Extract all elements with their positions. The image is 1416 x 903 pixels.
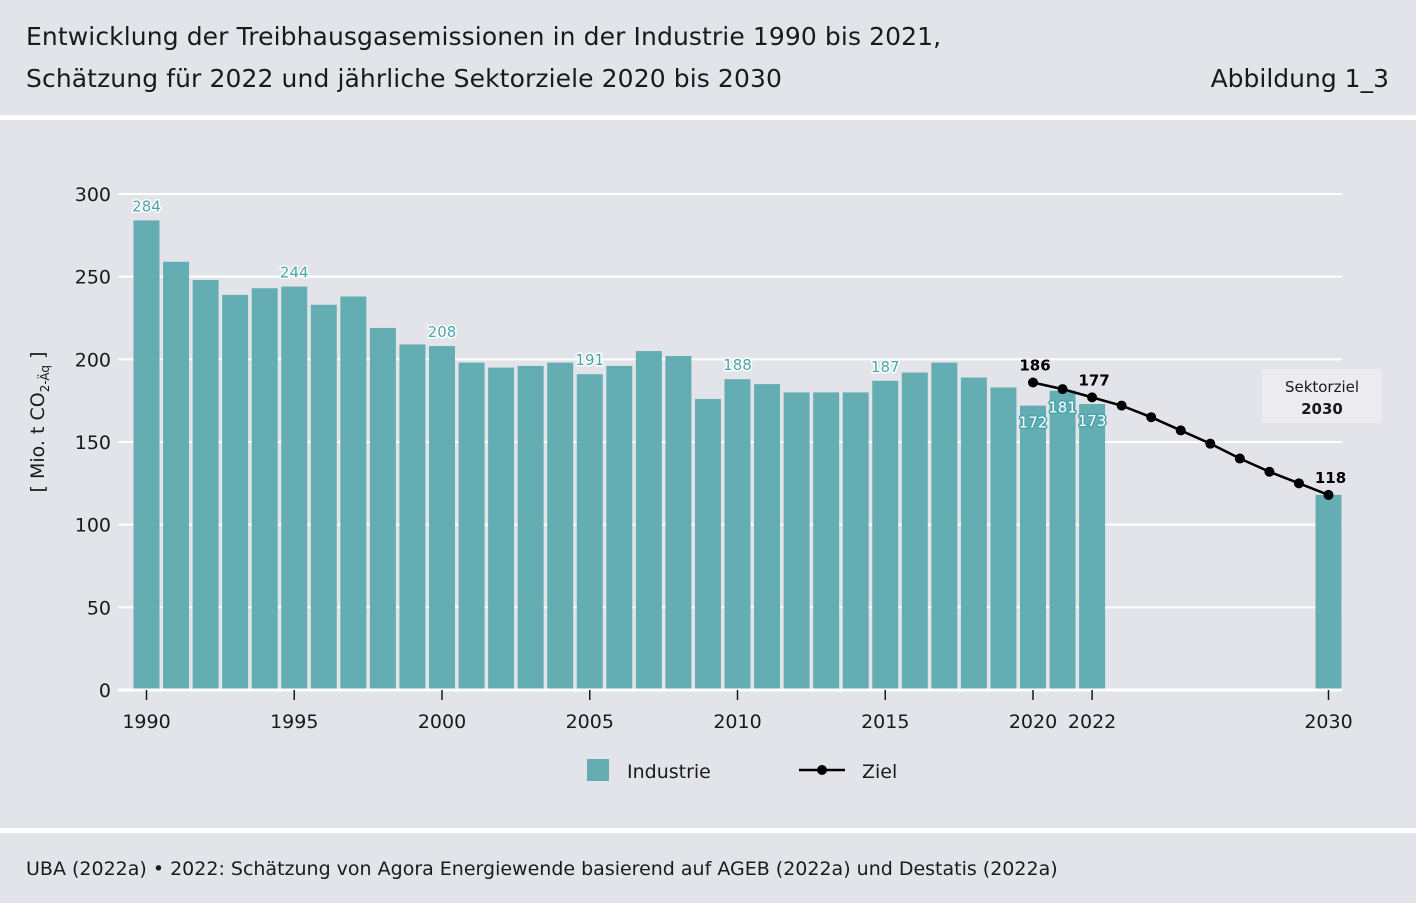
bar-2020: [1020, 405, 1046, 690]
target-point-2024: [1146, 412, 1157, 423]
figure-label: Abbildung 1_3: [1210, 64, 1389, 93]
bar-2018: [960, 377, 987, 690]
bar-1990: [133, 220, 160, 690]
x-tick-label-1995: 1995: [270, 711, 318, 733]
target-point-2022: [1087, 392, 1098, 403]
y-tick-label-200: 200: [75, 349, 111, 371]
target-point-2023: [1116, 400, 1127, 411]
header-divider: [0, 115, 1416, 120]
bar-2012: [783, 392, 810, 690]
bar-2008: [665, 356, 692, 690]
target-point-2025: [1175, 425, 1186, 436]
y-tick-label-150: 150: [75, 432, 111, 454]
x-tick-label-2000: 2000: [418, 711, 466, 733]
bar-2002: [488, 367, 515, 690]
bar-1995: [281, 286, 308, 690]
x-tick-label-2010: 2010: [713, 711, 761, 733]
bar-label-2010: 188: [723, 356, 752, 374]
bar-label-2020: 172: [1019, 414, 1048, 432]
bar-2010: [724, 379, 751, 690]
bar-label-2015: 187: [871, 358, 900, 376]
target-label-2022: 177: [1078, 371, 1109, 389]
legend-swatch-industrie: [587, 759, 609, 781]
target-point-2028: [1264, 466, 1275, 477]
bar-2022: [1079, 403, 1106, 690]
bar-2009: [694, 399, 721, 690]
bar-2019: [990, 387, 1017, 690]
target-point-2020: [1028, 377, 1038, 388]
bar-2011: [754, 384, 781, 690]
bar-2004: [547, 362, 574, 690]
bar-2005: [576, 374, 603, 690]
x-tick-label-2005: 2005: [566, 711, 614, 733]
bar-2001: [458, 362, 485, 690]
y-tick-label-0: 0: [99, 680, 111, 702]
bar-2030: [1315, 494, 1342, 690]
bar-1996: [310, 304, 337, 690]
target-point-2021: [1057, 384, 1068, 395]
y-axis-label: [ Mio. t CO2-Äq ]: [27, 352, 52, 493]
bar-label-1995: 244: [280, 264, 309, 282]
bar-2021: [1049, 390, 1076, 690]
bar-label-2022: 173: [1078, 412, 1107, 430]
footer-divider: [0, 828, 1416, 833]
emissions-chart: 0 50 100 150 200 250 300 [ Mio. t CO2-Äq ] 1990 1…: [27, 184, 1382, 783]
y-tick-label-250: 250: [75, 267, 111, 289]
bar-2007: [635, 351, 662, 690]
bar-1991: [163, 261, 190, 690]
bar-2000: [429, 346, 455, 690]
bar-2014: [842, 392, 869, 690]
bar-2006: [606, 365, 633, 690]
target-label-2020: 186: [1019, 356, 1050, 374]
sektorziel-year: 2030: [1301, 400, 1343, 418]
sektorziel-box: [1262, 369, 1382, 423]
x-tick-label-2015: 2015: [861, 711, 909, 733]
bar-1999: [399, 344, 426, 690]
legend-label-industrie: Industrie: [627, 761, 711, 783]
y-tick-label-300: 300: [75, 184, 111, 206]
bar-2015: [872, 380, 899, 690]
x-tick-label-2022: 2022: [1068, 711, 1116, 733]
bar-1998: [369, 327, 396, 690]
target-point-2029: [1293, 478, 1304, 489]
target-label-2030: 118: [1315, 469, 1346, 487]
chart-header: Entwicklung der Treibhausgasemissionen i…: [0, 0, 1416, 116]
bar-label-1990: 284: [132, 197, 161, 215]
bar-1997: [340, 296, 367, 690]
sektorziel-label: Sektorziel: [1285, 378, 1359, 396]
bar-1992: [192, 279, 219, 690]
source-note: UBA (2022a) • 2022: Schätzung von Agora …: [26, 858, 1058, 880]
legend-swatch-ziel-dot: [817, 765, 827, 775]
bar-2017: [931, 362, 958, 690]
bar-label-2000: 208: [428, 323, 457, 341]
bar-2016: [901, 372, 928, 690]
x-tick-label-1990: 1990: [122, 711, 170, 733]
legend-label-ziel: Ziel: [862, 761, 897, 783]
chart-title-line-1: Entwicklung der Treibhausgasemissionen i…: [26, 22, 942, 51]
x-tick-label-2030: 2030: [1304, 711, 1352, 733]
y-tick-label-100: 100: [75, 515, 111, 537]
bar-1993: [222, 294, 249, 690]
target-point-2027: [1234, 453, 1245, 464]
bar-label-2021: 181: [1048, 399, 1077, 417]
x-tick-label-2020: 2020: [1009, 711, 1057, 733]
bar-1994: [251, 288, 278, 690]
target-point-2030: [1323, 489, 1334, 500]
y-tick-label-50: 50: [87, 597, 111, 619]
target-point-2026: [1205, 438, 1216, 449]
bar-label-2005: 191: [575, 351, 604, 369]
chart-title-line-2: Schätzung für 2022 und jährliche Sektorz…: [26, 64, 782, 93]
bar-2013: [813, 392, 840, 690]
bar-2003: [517, 365, 544, 690]
